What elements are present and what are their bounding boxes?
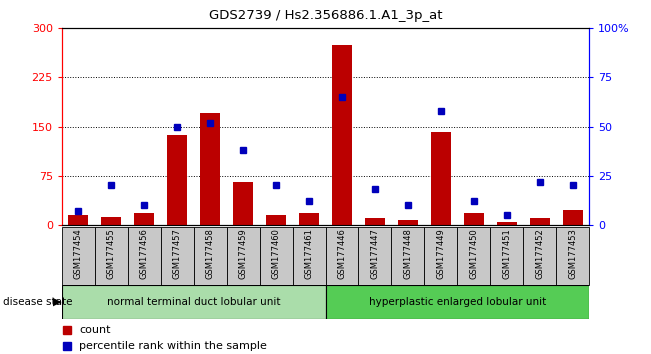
Bar [266,215,286,225]
Bar [497,222,517,225]
Bar [424,227,457,285]
Bar [102,217,121,225]
Bar [95,227,128,285]
Text: GSM177456: GSM177456 [140,228,148,279]
Bar [326,227,359,285]
Bar [523,227,556,285]
Bar [292,227,326,285]
Bar [68,215,88,225]
Text: GSM177449: GSM177449 [436,228,445,279]
Text: GSM177446: GSM177446 [337,228,346,279]
Bar [490,227,523,285]
Text: GSM177455: GSM177455 [107,228,116,279]
Text: percentile rank within the sample: percentile rank within the sample [79,341,267,351]
Bar [332,45,352,225]
Text: GSM177453: GSM177453 [568,228,577,279]
Bar [556,227,589,285]
Text: GSM177448: GSM177448 [404,228,412,279]
Text: GSM177454: GSM177454 [74,228,83,279]
Text: disease state: disease state [3,297,73,307]
Bar [457,227,490,285]
Text: GSM177459: GSM177459 [239,228,247,279]
Text: count: count [79,325,111,335]
Bar [299,213,319,225]
Text: normal terminal duct lobular unit: normal terminal duct lobular unit [107,297,281,307]
Bar [233,182,253,225]
Bar [201,113,220,225]
Bar [530,218,549,225]
Text: GSM177447: GSM177447 [370,228,380,279]
Text: GSM177452: GSM177452 [535,228,544,279]
Bar [260,227,292,285]
Bar [62,285,326,319]
Text: GSM177451: GSM177451 [503,228,511,279]
Text: GDS2739 / Hs2.356886.1.A1_3p_at: GDS2739 / Hs2.356886.1.A1_3p_at [209,9,442,22]
Bar [128,227,161,285]
Text: ▶: ▶ [53,297,62,307]
Bar [398,219,418,225]
Text: GSM177457: GSM177457 [173,228,182,279]
Text: GSM177461: GSM177461 [305,228,314,279]
Bar [464,213,484,225]
Bar [194,227,227,285]
Text: GSM177460: GSM177460 [271,228,281,279]
Text: hyperplastic enlarged lobular unit: hyperplastic enlarged lobular unit [368,297,546,307]
Bar [62,227,95,285]
Bar [161,227,194,285]
Bar [562,210,583,225]
Bar [431,132,450,225]
Bar [391,227,424,285]
Text: GSM177458: GSM177458 [206,228,215,279]
Bar [227,227,260,285]
Bar [134,213,154,225]
Bar [359,227,391,285]
Bar [326,285,589,319]
Bar [167,135,187,225]
Text: GSM177450: GSM177450 [469,228,478,279]
Bar [365,218,385,225]
